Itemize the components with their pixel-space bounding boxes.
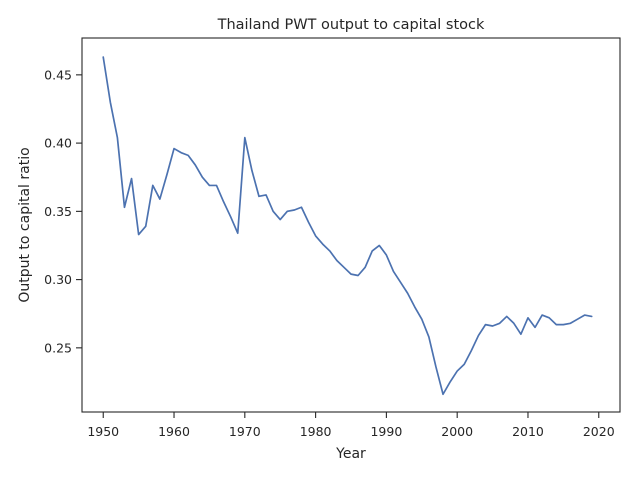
y-tick-label: 0.25 [44, 340, 72, 355]
x-tick-label: 2000 [441, 424, 473, 439]
series-line [102, 56, 593, 396]
plot-frame [81, 37, 621, 413]
x-tick-label: 2010 [512, 424, 544, 439]
x-tick-label: 2020 [583, 424, 615, 439]
y-axis-ticks: 0.25 0.30 0.35 0.40 0.45 [44, 67, 82, 355]
y-tick-label: 0.30 [44, 272, 72, 287]
x-tick-label: 1960 [158, 424, 190, 439]
y-tick-label: 0.40 [44, 136, 72, 151]
chart-title: Thailand PWT output to capital stock [217, 17, 485, 33]
x-axis-label: Year [335, 446, 366, 462]
x-tick-label: 1970 [229, 424, 261, 439]
x-tick-label: 1950 [87, 424, 119, 439]
y-tick-label: 0.35 [44, 204, 72, 219]
y-tick-label: 0.45 [44, 67, 72, 82]
x-tick-label: 1990 [370, 424, 402, 439]
x-axis-ticks: 1950 1960 1970 1980 1990 2000 2010 2020 [87, 412, 615, 439]
x-tick-label: 1980 [300, 424, 332, 439]
y-axis-label: Output to capital ratio [17, 147, 33, 302]
